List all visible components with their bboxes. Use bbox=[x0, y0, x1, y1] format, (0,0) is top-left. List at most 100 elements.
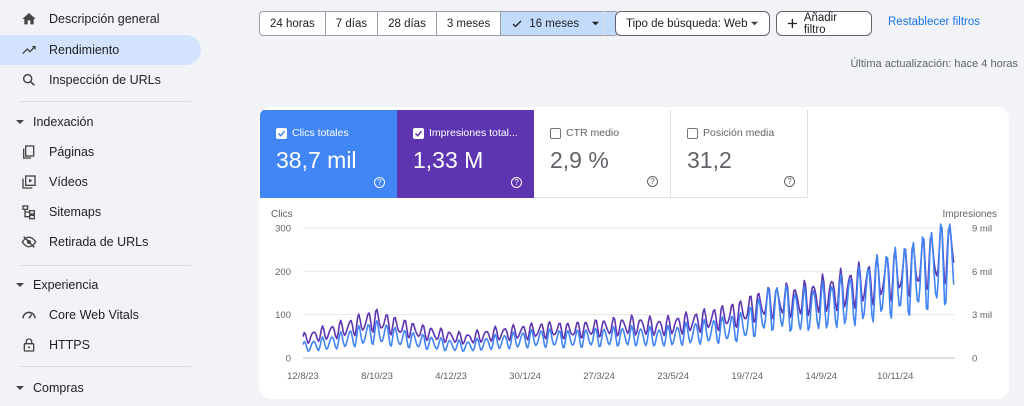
sidebar: Descripción general Rendimiento Inspecci… bbox=[0, 0, 210, 406]
performance-card: Clics totales 38,7 mil ? Impresiones tot… bbox=[259, 107, 1009, 399]
y-tick-right: 9 mil bbox=[972, 224, 992, 235]
section-title: Compras bbox=[33, 381, 84, 395]
metric-impressions[interactable]: Impresiones total... 1,33 M ? bbox=[397, 110, 534, 198]
plus-icon bbox=[787, 18, 797, 29]
nav-item-label: Retirada de URLs bbox=[49, 235, 149, 249]
metric-label: Impresiones total... bbox=[429, 127, 518, 139]
nav-item-sitemaps[interactable]: Sitemaps bbox=[0, 197, 201, 227]
range-16m-label: 16 meses bbox=[529, 17, 580, 30]
nav-item-label: Core Web Vitals bbox=[49, 308, 139, 322]
x-tick-label: 4/12/23 bbox=[435, 371, 467, 382]
search-icon bbox=[20, 71, 38, 89]
range-16m-button[interactable]: 16 meses bbox=[501, 12, 619, 35]
sitemap-icon bbox=[20, 203, 38, 221]
metric-value: 2,9 % bbox=[550, 147, 609, 173]
help-icon[interactable]: ? bbox=[374, 177, 385, 188]
search-type-label: Tipo de búsqueda: Web bbox=[626, 17, 748, 30]
section-experience[interactable]: Experiencia bbox=[0, 272, 98, 298]
nav-item-removals[interactable]: Retirada de URLs bbox=[0, 227, 201, 257]
range-3m-button[interactable]: 3 meses bbox=[437, 12, 502, 35]
metric-value: 1,33 M bbox=[413, 147, 484, 173]
nav-item-label: HTTPS bbox=[49, 338, 90, 352]
nav-item-label: Vídeos bbox=[49, 175, 88, 189]
checkbox-unchecked-icon[interactable] bbox=[550, 127, 561, 139]
caret-down-icon bbox=[15, 383, 25, 393]
add-filter-button[interactable]: Añadir filtro bbox=[776, 11, 872, 36]
reset-filters-link[interactable]: Restablecer filtros bbox=[888, 16, 981, 28]
nav-item-label: Descripción general bbox=[49, 12, 160, 26]
metric-clicks[interactable]: Clics totales 38,7 mil ? bbox=[260, 110, 397, 198]
metric-label: CTR medio bbox=[566, 127, 620, 139]
series-line-clicks bbox=[302, 223, 955, 353]
help-icon[interactable]: ? bbox=[647, 176, 658, 187]
nav-item-label: Páginas bbox=[49, 145, 95, 159]
x-tick-label: 30/1/24 bbox=[509, 371, 541, 382]
x-tick-label: 23/5/24 bbox=[657, 371, 689, 382]
date-range-selector: 24 horas 7 días 28 días 3 meses 16 meses bbox=[259, 11, 620, 36]
nav-item-pages[interactable]: Páginas bbox=[0, 137, 201, 167]
y-axis-left-label: Clics bbox=[271, 209, 293, 220]
add-filter-label: Añadir filtro bbox=[803, 11, 838, 36]
nav-item-label: Inspección de URLs bbox=[49, 73, 161, 87]
y-tick-left: 200 bbox=[275, 267, 291, 278]
range-28d-button[interactable]: 28 días bbox=[378, 12, 437, 35]
toolbar-separator bbox=[603, 10, 604, 37]
x-tick-label: 8/10/23 bbox=[361, 371, 393, 382]
section-title: Experiencia bbox=[33, 278, 99, 292]
metric-value: 31,2 bbox=[687, 147, 732, 173]
dropdown-arrow-icon bbox=[592, 21, 600, 26]
nav-item-label: Sitemaps bbox=[49, 205, 102, 219]
check-icon bbox=[512, 20, 522, 27]
divider bbox=[20, 101, 191, 102]
x-tick-label: 12/8/23 bbox=[287, 371, 319, 382]
home-icon bbox=[20, 10, 38, 28]
nav-item-label: Rendimiento bbox=[49, 43, 120, 57]
video-icon bbox=[20, 173, 38, 191]
caret-down-icon bbox=[15, 117, 25, 127]
x-tick-label: 14/9/24 bbox=[805, 371, 837, 382]
metric-ctr[interactable]: CTR medio 2,9 % ? bbox=[534, 110, 671, 198]
nav-item-core-web-vitals[interactable]: Core Web Vitals bbox=[0, 300, 201, 330]
dropdown-arrow-icon bbox=[750, 21, 759, 26]
nav-item-https[interactable]: HTTPS bbox=[0, 330, 201, 360]
x-tick-label: 19/7/24 bbox=[731, 371, 763, 382]
pages-icon bbox=[20, 143, 38, 161]
metric-value: 38,7 mil bbox=[276, 147, 357, 173]
gauge-icon bbox=[20, 306, 38, 324]
range-7d-button[interactable]: 7 días bbox=[326, 12, 379, 35]
y-tick-left: 0 bbox=[286, 354, 291, 365]
section-indexing[interactable]: Indexación bbox=[0, 109, 93, 135]
nav-item-performance[interactable]: Rendimiento bbox=[0, 35, 201, 65]
section-shopping[interactable]: Compras bbox=[0, 375, 84, 401]
trending-up-icon bbox=[20, 41, 38, 59]
eye-off-icon bbox=[20, 233, 38, 251]
last-updated-text: Última actualización: hace 4 horas bbox=[850, 58, 1018, 70]
nav-item-url-inspection[interactable]: Inspección de URLs bbox=[0, 65, 201, 95]
x-tick-label: 27/3/24 bbox=[583, 371, 615, 382]
search-type-dropdown[interactable]: Tipo de búsqueda: Web bbox=[615, 11, 770, 36]
nav-item-videos[interactable]: Vídeos bbox=[0, 167, 201, 197]
metric-label: Clics totales bbox=[292, 127, 349, 139]
nav-item-overview[interactable]: Descripción general bbox=[0, 4, 201, 34]
series-line-impressions bbox=[302, 225, 955, 345]
y-tick-right: 0 bbox=[972, 354, 977, 365]
divider bbox=[20, 265, 191, 266]
y-tick-right: 6 mil bbox=[972, 267, 992, 278]
section-title: Indexación bbox=[33, 115, 94, 129]
checkbox-unchecked-icon[interactable] bbox=[687, 127, 698, 139]
y-axis-right-label: Impresiones bbox=[943, 209, 997, 220]
checkbox-checked-icon[interactable] bbox=[276, 127, 287, 139]
help-icon[interactable]: ? bbox=[511, 177, 522, 188]
caret-down-icon bbox=[15, 280, 25, 290]
help-icon[interactable]: ? bbox=[784, 176, 795, 187]
divider bbox=[20, 366, 191, 367]
y-tick-left: 100 bbox=[275, 310, 291, 321]
metric-label: Posición media bbox=[703, 127, 775, 139]
y-tick-right: 3 mil bbox=[972, 310, 992, 321]
metric-position[interactable]: Posición media 31,2 ? bbox=[671, 110, 808, 198]
y-tick-left: 300 bbox=[275, 224, 291, 235]
x-tick-label: 10/11/24 bbox=[877, 371, 913, 382]
checkbox-checked-icon[interactable] bbox=[413, 127, 424, 139]
range-24h-button[interactable]: 24 horas bbox=[260, 12, 326, 35]
lock-icon bbox=[20, 336, 38, 354]
